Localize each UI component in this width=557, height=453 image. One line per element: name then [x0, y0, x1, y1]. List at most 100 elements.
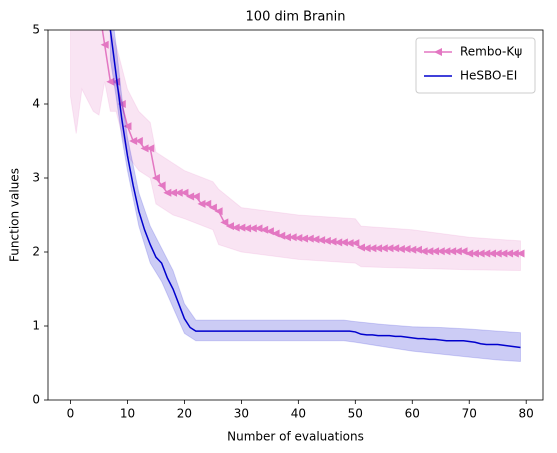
marker: [134, 137, 143, 145]
chart-title: 100 dim Branin: [246, 10, 346, 25]
marker: [362, 244, 371, 253]
marker: [106, 77, 115, 86]
plot-area: [70, 30, 525, 363]
marker: [448, 247, 457, 256]
y-tick-label: 1: [32, 319, 40, 333]
marker: [419, 247, 428, 256]
marker: [146, 144, 155, 153]
marker: [169, 188, 178, 197]
marker: [214, 207, 223, 216]
marker: [402, 245, 411, 254]
marker: [425, 247, 434, 256]
marker: [231, 223, 240, 232]
marker: [442, 247, 451, 256]
marker: [505, 249, 514, 258]
x-axis-label: Number of evaluations: [227, 430, 364, 444]
y-tick-label: 0: [32, 393, 40, 407]
marker: [322, 236, 331, 245]
x-tick-label: 0: [67, 407, 75, 421]
marker: [385, 244, 394, 253]
y-tick-label: 4: [32, 97, 40, 111]
marker: [470, 249, 479, 258]
marker: [465, 249, 474, 258]
marker: [277, 231, 286, 240]
marker: [237, 223, 246, 232]
marker: [208, 203, 217, 212]
marker: [100, 40, 109, 49]
marker: [203, 199, 212, 208]
marker: [459, 247, 468, 256]
confidence-band: [109, 30, 521, 363]
marker: [129, 137, 138, 145]
marker: [396, 245, 405, 254]
marker: [334, 238, 343, 247]
marker: [431, 247, 440, 256]
axes-frame: [47, 29, 544, 401]
marker: [510, 249, 519, 258]
confidence-band: [70, 30, 521, 272]
marker: [328, 237, 337, 246]
x-tick-label: 10: [120, 407, 135, 421]
marker: [499, 249, 508, 258]
legend-marker: [434, 48, 442, 56]
x-tick-label: 70: [462, 407, 477, 421]
marker: [357, 243, 366, 252]
marker: [453, 247, 462, 256]
marker: [436, 247, 445, 256]
marker: [243, 224, 252, 233]
marker: [300, 234, 309, 243]
marker: [305, 234, 314, 243]
legend-label: HeSBO-EI: [460, 69, 517, 83]
marker: [117, 100, 126, 108]
marker: [163, 188, 172, 197]
marker: [476, 249, 485, 258]
marker: [112, 77, 121, 86]
marker: [197, 199, 206, 208]
marker: [123, 122, 132, 131]
marker: [391, 244, 400, 253]
marker: [260, 225, 269, 234]
marker: [488, 249, 497, 258]
marker: [151, 174, 160, 182]
marker: [248, 224, 257, 233]
marker: [339, 238, 348, 247]
marker: [271, 229, 280, 238]
marker: [294, 233, 303, 242]
marker: [140, 144, 149, 153]
marker: [317, 236, 326, 245]
marker: [225, 222, 234, 231]
marker: [254, 224, 263, 233]
x-tick-label: 20: [177, 407, 192, 421]
marker: [157, 181, 166, 190]
legend-label: Rembo-Kψ: [460, 45, 522, 59]
marker: [191, 192, 200, 201]
marker: [288, 233, 297, 242]
marker: [379, 244, 388, 253]
marker: [408, 245, 417, 254]
marker: [186, 192, 195, 201]
y-tick-label: 5: [32, 23, 40, 37]
series-line: [109, 30, 521, 349]
marker: [265, 227, 274, 236]
x-tick-label: 30: [234, 407, 249, 421]
x-tick-label: 60: [405, 407, 420, 421]
marker: [493, 249, 502, 258]
marker: [345, 239, 354, 248]
marker: [282, 233, 291, 242]
marker: [516, 249, 525, 258]
marker: [482, 249, 491, 258]
x-tick-label: 80: [519, 407, 534, 421]
y-axis-label: Function values: [8, 168, 22, 262]
x-tick-label: 40: [291, 407, 306, 421]
y-tick-label: 2: [32, 245, 40, 259]
y-tick-label: 3: [32, 171, 40, 185]
marker: [374, 244, 383, 253]
marker: [368, 244, 377, 253]
marker: [174, 188, 183, 197]
x-tick-label: 50: [348, 407, 363, 421]
marker: [351, 239, 360, 248]
marker: [180, 188, 189, 197]
marker: [413, 245, 422, 254]
